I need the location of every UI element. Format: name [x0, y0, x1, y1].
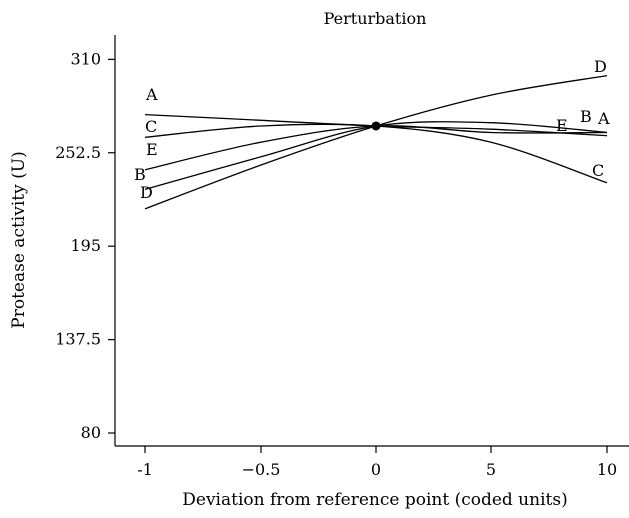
x-tick-label: -1: [137, 460, 153, 479]
y-tick-label: 137.5: [55, 330, 101, 349]
series-label-c-right: C: [592, 161, 604, 180]
series-label-a-left: A: [145, 85, 158, 104]
y-tick-label: 252.5: [55, 143, 101, 162]
series-line-d: [144, 74, 608, 210]
chart-title: Perturbation: [324, 9, 427, 28]
y-tick-label: 195: [70, 236, 101, 255]
x-tick-label: 0: [371, 460, 381, 479]
reference-point-marker: [371, 121, 381, 131]
series-label-d-right: D: [594, 57, 607, 76]
series-label-b-right: B: [580, 107, 592, 126]
x-axis-title: Deviation from reference point (coded un…: [182, 490, 567, 510]
series-label-e-right: E: [556, 116, 568, 135]
series-label-b-left: B: [134, 165, 146, 184]
x-tick-label: −0.5: [242, 460, 281, 479]
x-tick-label: 5: [486, 460, 496, 479]
x-tick-label: 10: [597, 460, 617, 479]
series-group: [144, 74, 608, 210]
axes: 80 137.5 195 252.5 310 -1 −0.5 0 5 10: [55, 35, 629, 479]
series-label-a-right: A: [597, 109, 610, 128]
y-tick-label: 310: [70, 49, 101, 68]
series-line-e: [144, 125, 608, 171]
series-label-e-left: E: [146, 140, 158, 159]
series-label-d-left: D: [140, 183, 153, 202]
series-label-c-left: C: [145, 117, 157, 136]
y-tick-label: 80: [81, 423, 101, 442]
y-axis-title: Protease activity (U): [9, 151, 29, 328]
